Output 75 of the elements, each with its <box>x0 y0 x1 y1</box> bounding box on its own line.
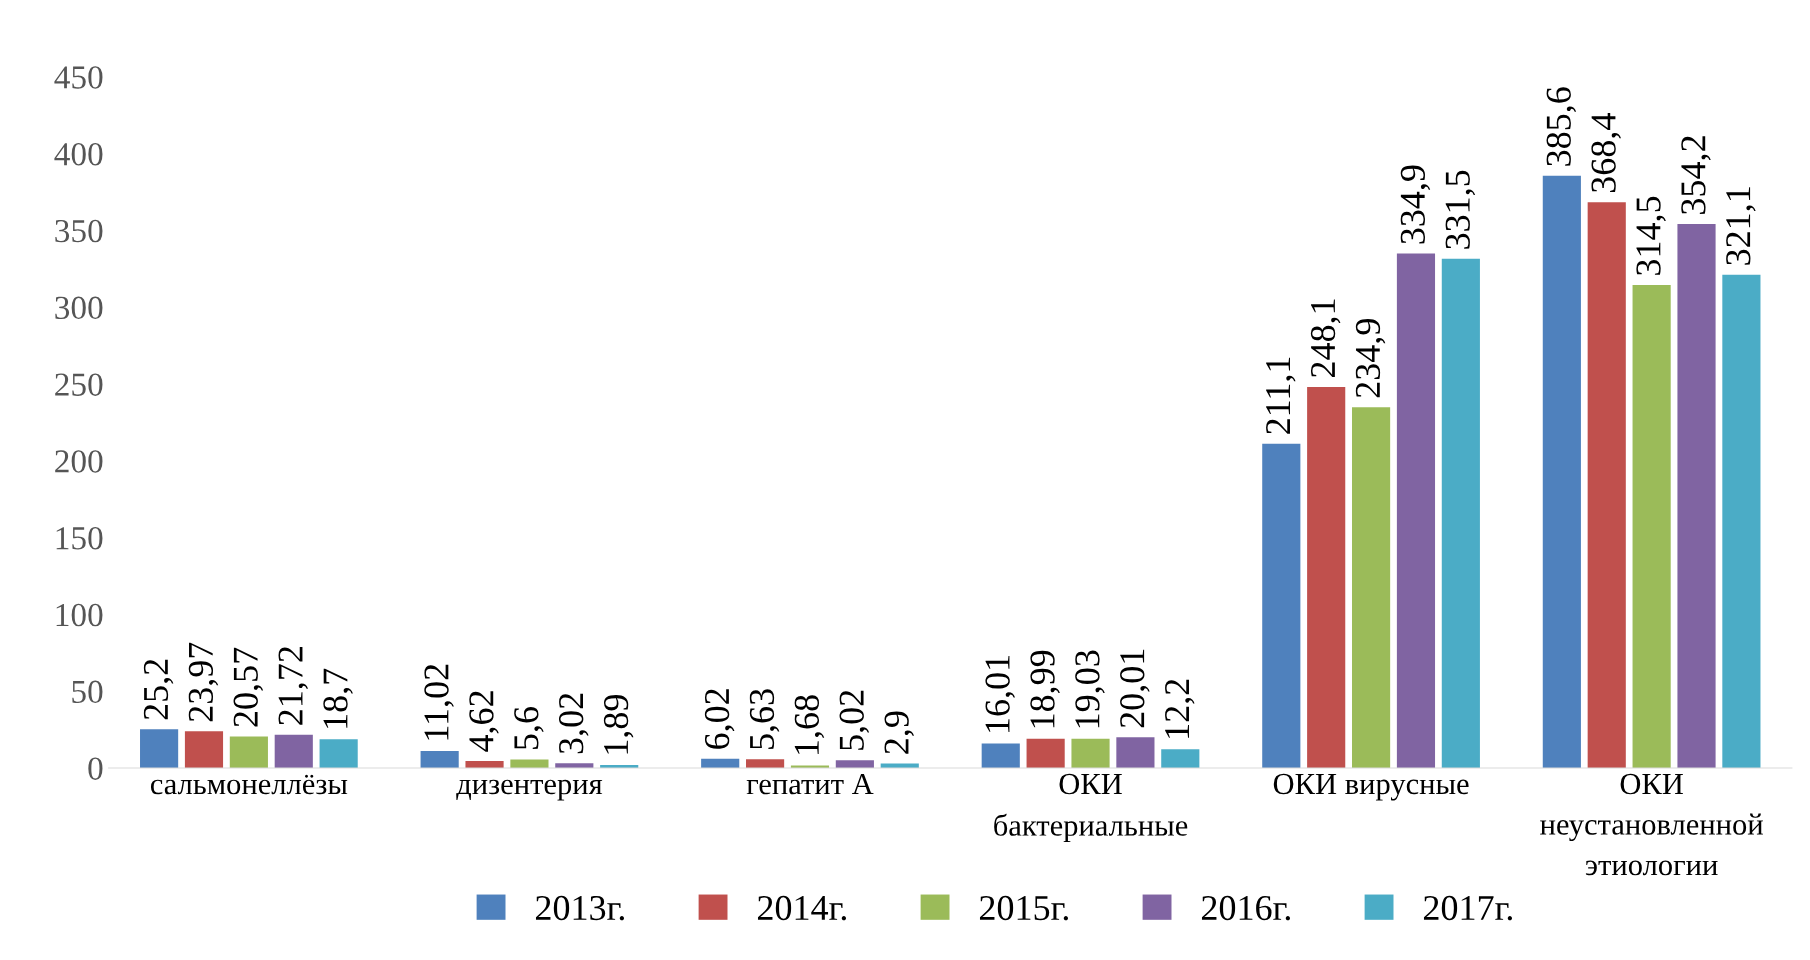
data-label: 6,02 <box>704 689 735 749</box>
bar <box>510 759 549 768</box>
bar <box>1396 253 1436 768</box>
bar <box>1542 175 1581 768</box>
bar <box>1262 443 1301 768</box>
bar <box>981 743 1020 768</box>
bar <box>835 760 874 768</box>
bar <box>420 751 459 768</box>
data-label: 4,62 <box>469 691 499 752</box>
bar <box>140 729 179 768</box>
data-label: 385,6 <box>1546 87 1577 166</box>
data-label: 234,9 <box>1355 319 1386 398</box>
bar <box>1352 407 1391 768</box>
legend-label: 2017г. <box>1423 895 1512 921</box>
x-tick-label: гепатит А <box>746 773 874 795</box>
data-label: 21,72 <box>278 647 308 725</box>
x-tick-label: ОКИ бактериальные <box>994 773 1188 843</box>
data-label: 12,2 <box>1165 679 1195 738</box>
legend-label: 2016г. <box>1201 895 1291 921</box>
bar <box>1722 274 1761 768</box>
data-label: 334,9 <box>1400 165 1431 244</box>
y-tick-label: 300 <box>55 296 103 320</box>
y-tick-label: 200 <box>55 450 103 473</box>
data-label: 2,9 <box>884 711 914 754</box>
bar <box>274 734 313 768</box>
y-tick-label: 150 <box>56 527 103 550</box>
bar <box>1587 202 1626 768</box>
bar <box>1161 749 1200 768</box>
y-tick-label: 350 <box>55 219 103 243</box>
bar <box>1116 737 1155 768</box>
x-tick-label: ОКИ вирусные <box>1273 773 1469 801</box>
bar <box>184 731 224 768</box>
y-tick-label: 100 <box>56 603 103 627</box>
legend-label: 2014г. <box>757 895 847 921</box>
data-label: 368,4 <box>1591 113 1621 193</box>
bar <box>319 739 358 768</box>
x-tick-label: дизентерия <box>456 779 603 801</box>
y-tick-label: 400 <box>54 143 103 166</box>
y-tick-label: 50 <box>72 680 103 704</box>
bar <box>1026 738 1065 768</box>
data-label: 314,5 <box>1636 196 1666 275</box>
bar <box>1441 258 1480 768</box>
y-tick-label: 250 <box>55 373 103 396</box>
data-label: 248,1 <box>1310 299 1341 377</box>
legend-label: 2015г. <box>979 895 1069 921</box>
data-label: 20,01 <box>1120 649 1150 728</box>
x-tick-label: сальмонеллёзы <box>150 774 348 795</box>
bar <box>1307 386 1346 768</box>
y-tick-label: 450 <box>54 66 103 89</box>
legend-label: 2013г. <box>535 895 625 921</box>
bar <box>1632 284 1671 768</box>
data-label: 321,1 <box>1726 187 1756 265</box>
bar <box>1677 223 1716 768</box>
data-label: 25,2 <box>143 659 174 720</box>
data-label: 1,89 <box>603 695 634 754</box>
data-label: 5,6 <box>514 707 544 749</box>
data-label: 1,68 <box>794 695 825 754</box>
data-label: 20,57 <box>233 647 264 727</box>
bar <box>1071 738 1110 768</box>
data-label: 18,99 <box>1030 650 1060 728</box>
data-label: 331,5 <box>1445 170 1476 249</box>
x-tick-label: ОКИ неустановленной этиологии <box>1540 773 1763 876</box>
data-label: 18,7 <box>323 668 353 728</box>
data-label: 3,02 <box>558 693 589 754</box>
data-label: 11,02 <box>424 664 454 740</box>
data-label: 23,97 <box>188 642 219 722</box>
data-label: 5,63 <box>749 689 780 749</box>
bar <box>229 736 268 768</box>
bar <box>746 759 785 768</box>
data-label: 5,02 <box>839 690 870 750</box>
data-label: 19,03 <box>1075 650 1105 728</box>
data-label: 354,2 <box>1681 136 1711 214</box>
y-tick-label: 0 <box>88 757 103 780</box>
data-label: 16,01 <box>985 655 1015 732</box>
data-label: 211,1 <box>1266 357 1296 434</box>
